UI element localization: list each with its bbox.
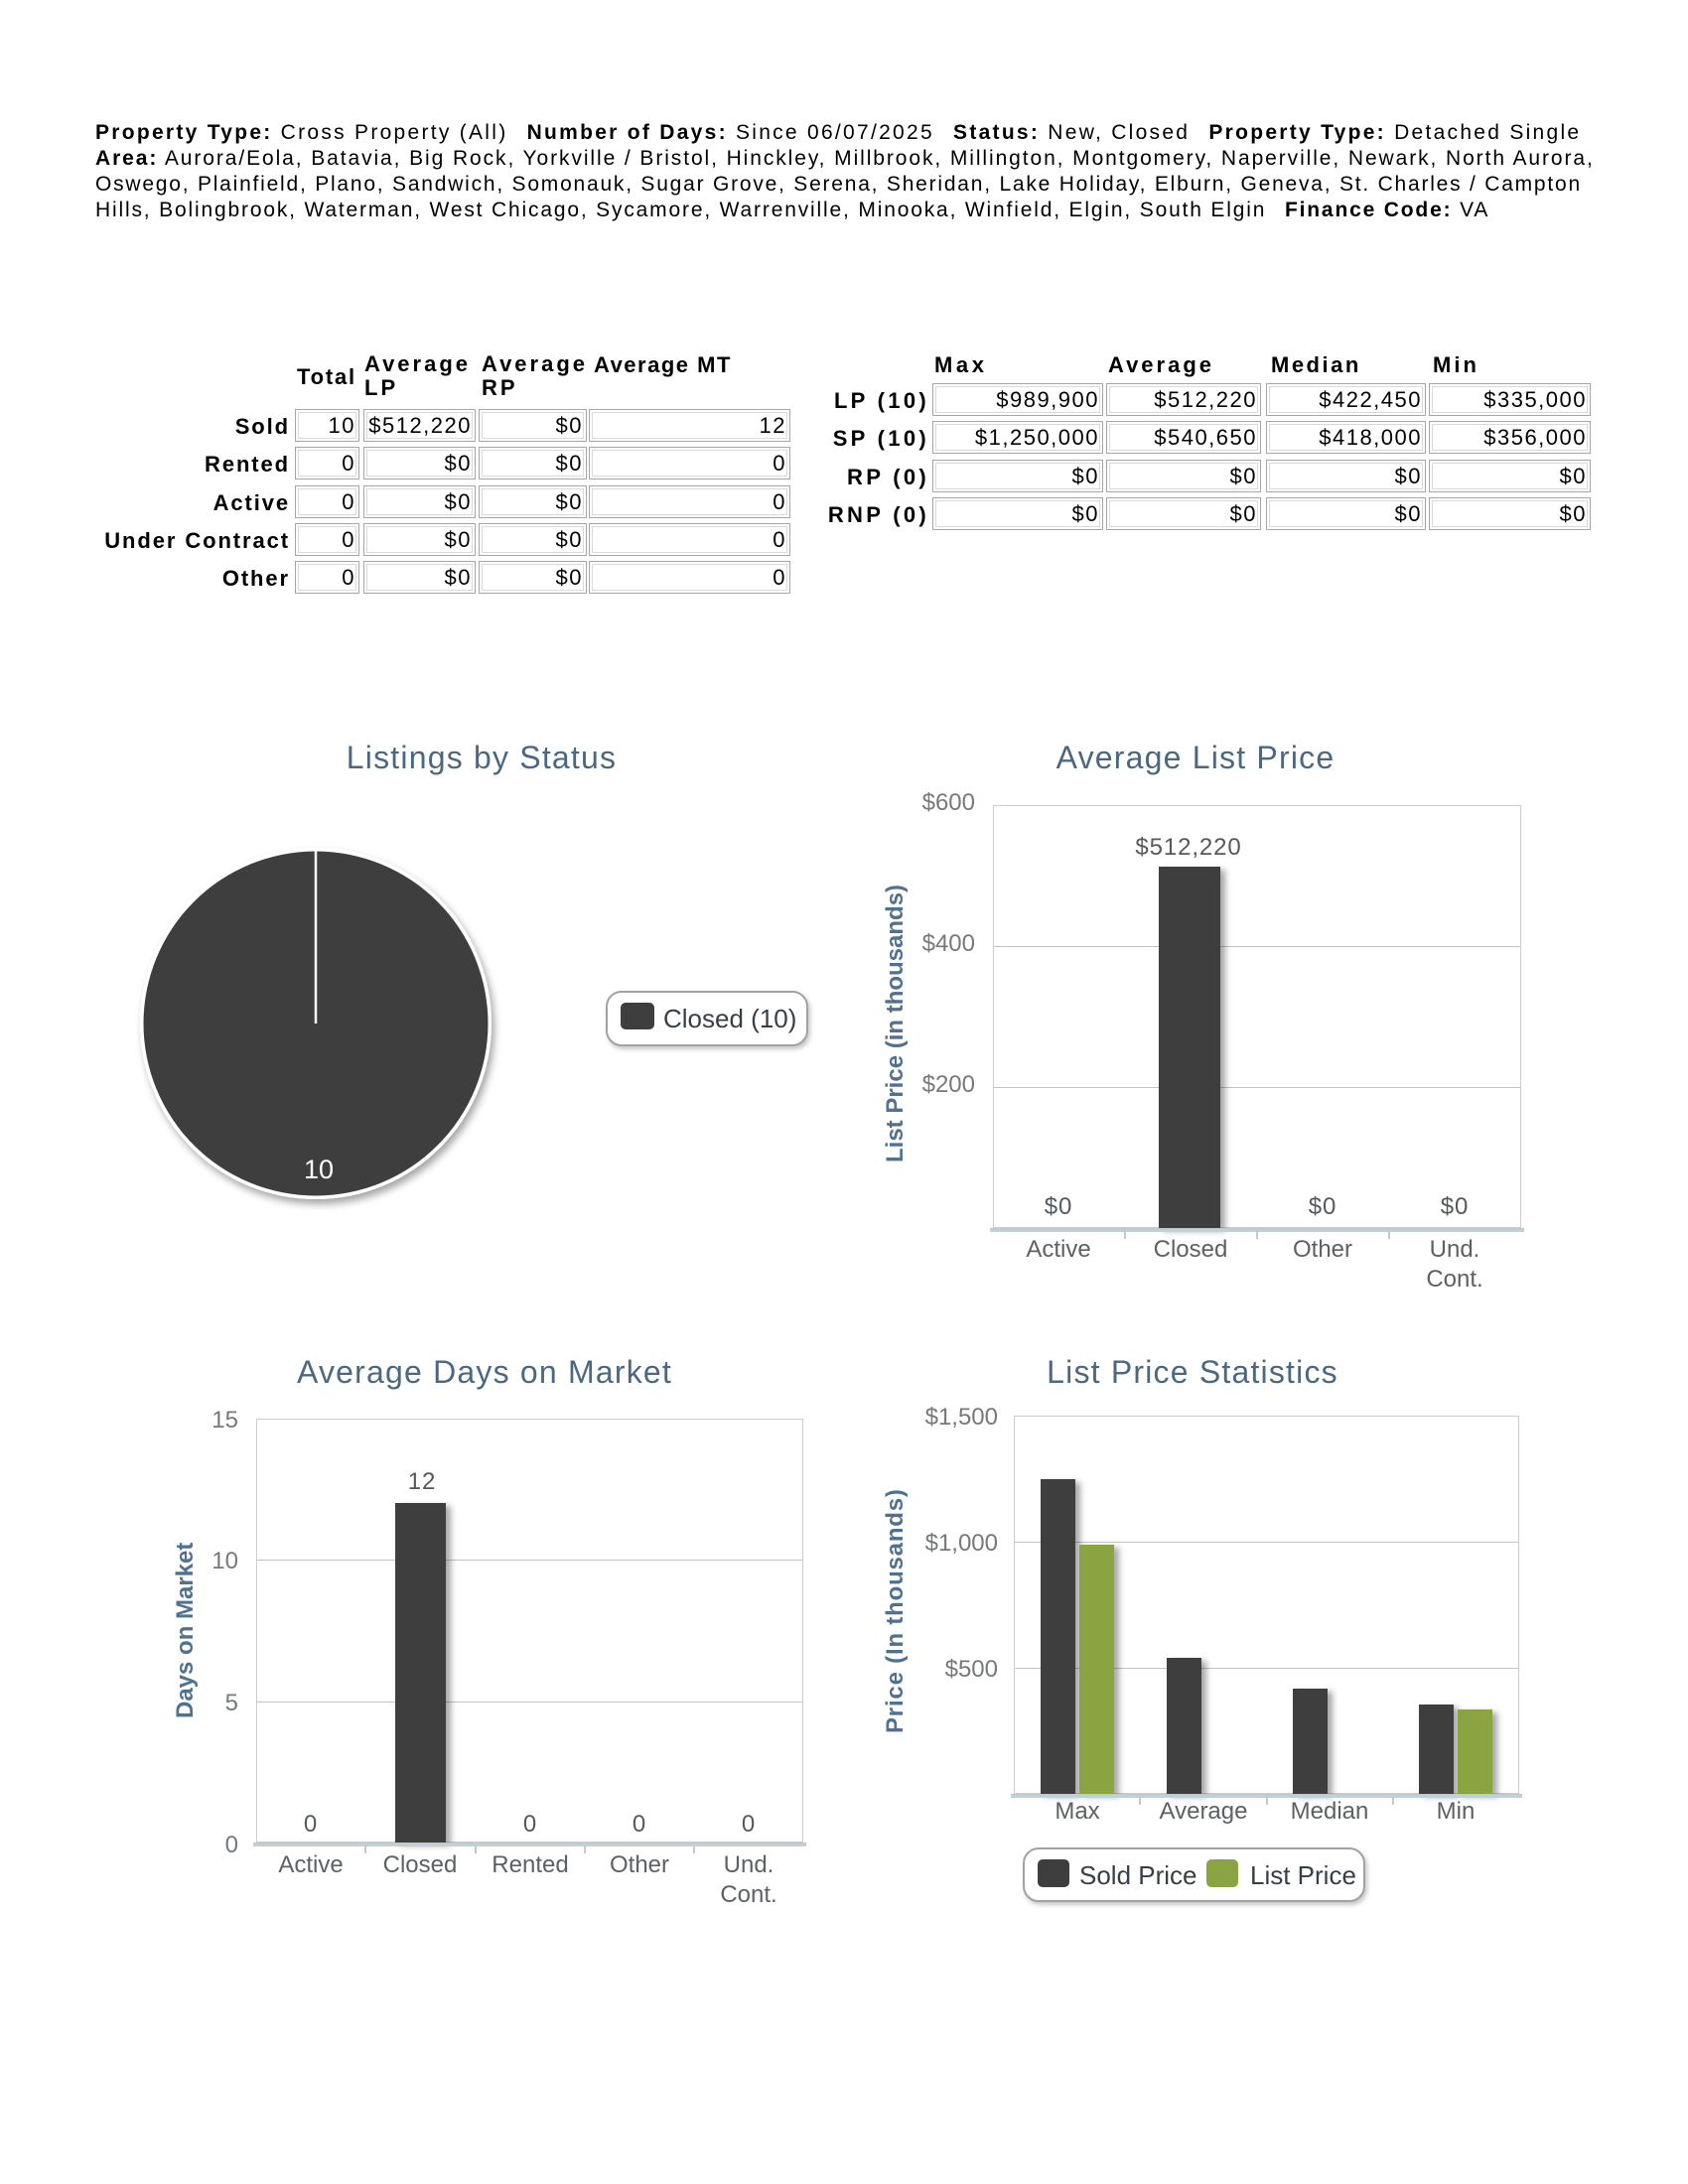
svg-text:10: 10: [304, 1155, 334, 1184]
